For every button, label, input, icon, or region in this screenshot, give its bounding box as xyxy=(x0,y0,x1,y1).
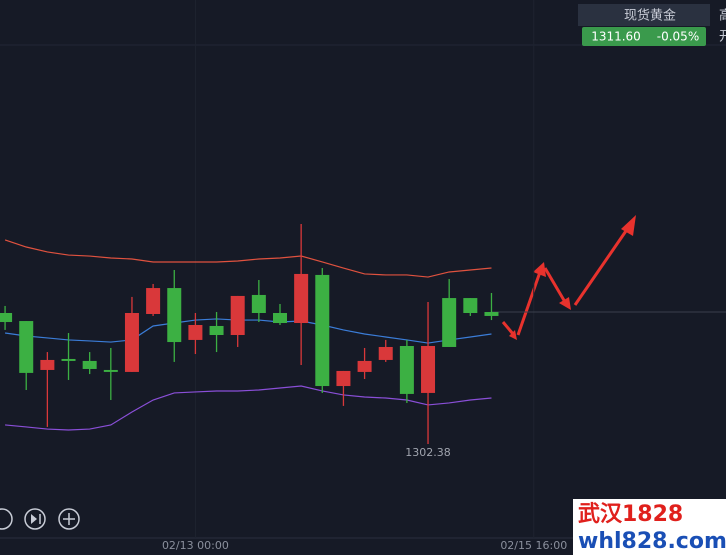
candle-body xyxy=(188,324,203,340)
band-line xyxy=(5,385,492,431)
candle-body xyxy=(251,294,266,314)
band-line xyxy=(4,239,492,278)
candle-body xyxy=(463,298,478,314)
candle-body xyxy=(124,313,139,372)
candle-body xyxy=(357,360,372,372)
candle-body xyxy=(230,295,245,335)
watermark-bottom: whl828.com xyxy=(578,529,726,554)
candle-body xyxy=(103,369,118,372)
candle-body xyxy=(146,288,161,314)
candle-body xyxy=(315,274,330,387)
edge-label: 开 xyxy=(719,30,726,45)
x-tick-label: 02/15 16:00 xyxy=(500,539,567,552)
watermark-box xyxy=(573,499,726,555)
candle-body xyxy=(40,359,55,370)
candle-body xyxy=(209,325,224,335)
candle-body xyxy=(0,313,13,323)
candle-body xyxy=(421,345,436,393)
low-annotation: 1302.38 xyxy=(405,446,451,459)
candle-body xyxy=(294,273,309,324)
candle-body xyxy=(272,313,287,324)
quote-change: -0.05% xyxy=(657,30,699,44)
watermark-top: 武汉1828 xyxy=(578,502,683,527)
quote-header xyxy=(578,4,710,26)
band-line xyxy=(4,318,492,344)
candle-body xyxy=(442,298,457,347)
quote-name: 现货黄金 xyxy=(624,8,676,24)
candle-body xyxy=(82,360,97,369)
controls[interactable] xyxy=(0,508,80,530)
candle-body xyxy=(167,288,182,343)
candle-body xyxy=(336,370,351,387)
quote-box xyxy=(582,27,706,46)
quote-price: 1311.60 xyxy=(591,30,641,44)
candle-body xyxy=(19,321,34,373)
candle-body xyxy=(484,312,499,316)
drawn-arrows xyxy=(501,215,636,340)
candle-body xyxy=(378,346,393,360)
candle-body xyxy=(61,358,76,361)
edge-label: 高 xyxy=(719,8,726,24)
candle-body xyxy=(399,345,414,394)
x-tick-label: 02/13 00:00 xyxy=(162,539,229,552)
